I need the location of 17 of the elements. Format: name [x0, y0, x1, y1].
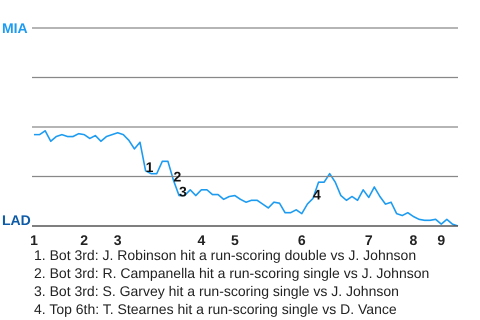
text: 1. Bot 3rd: J. Robinson hit a run-scoring double vs J. Johnson — [34, 247, 416, 263]
text: LAD — [2, 212, 31, 228]
x-tick-label: 8 — [409, 232, 418, 248]
x-tick-label: 4 — [197, 232, 206, 248]
x-tick-label: 5 — [230, 232, 239, 248]
x-tick-label: 7 — [364, 232, 373, 248]
x-tick-label: 6 — [298, 232, 306, 248]
annotation: 1 — [146, 158, 154, 175]
x-tick-label: 1 — [30, 232, 38, 248]
text: 4. Top 6th: T. Stearnes hit a run-scoring single vs D. Vance — [34, 300, 398, 318]
text: 2. Bot 3rd: R. Campanella hit a run-scoring single vs J. Johnson — [34, 264, 430, 282]
x-tick-label: 3 — [114, 232, 122, 248]
x-tick-label: 2 — [80, 232, 88, 248]
annotation: 2 — [173, 168, 182, 184]
x-tick-label: 9 — [437, 232, 446, 248]
text: 3. Bot 3rd: S. Garvey hit a run-scoring single vs J. Johnson — [34, 282, 400, 300]
text: MIA — [2, 20, 28, 36]
